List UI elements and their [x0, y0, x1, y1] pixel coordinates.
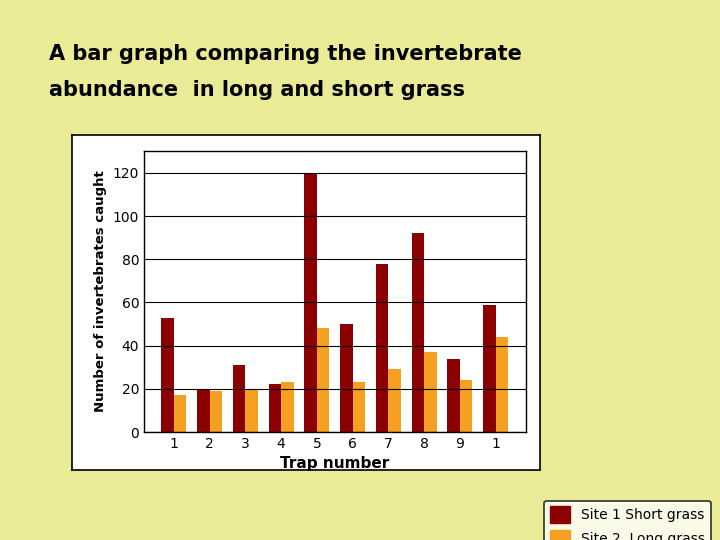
Legend: Site 1 Short grass, Site 2  Long grass: Site 1 Short grass, Site 2 Long grass — [544, 501, 711, 540]
Bar — [281, 382, 294, 432]
Bar — [353, 382, 365, 432]
Bar — [210, 391, 222, 432]
X-axis label: Trap number: Trap number — [280, 456, 390, 471]
Bar — [305, 173, 317, 432]
Bar — [233, 365, 246, 432]
Bar — [197, 389, 210, 432]
Bar — [424, 352, 437, 432]
Bar — [447, 359, 460, 432]
Bar — [412, 233, 424, 432]
Bar — [246, 389, 258, 432]
Text: A bar graph comparing the invertebrate: A bar graph comparing the invertebrate — [49, 44, 522, 64]
Bar — [317, 328, 330, 432]
Bar — [496, 337, 508, 432]
Bar — [483, 305, 496, 432]
Bar — [340, 324, 353, 432]
Y-axis label: Number of invertebrates caught: Number of invertebrates caught — [94, 171, 107, 413]
Bar — [460, 380, 472, 432]
Bar — [376, 264, 389, 432]
Bar — [161, 318, 174, 432]
Bar — [174, 395, 186, 432]
Bar — [389, 369, 401, 432]
Text: abundance  in long and short grass: abundance in long and short grass — [49, 80, 465, 100]
Bar — [269, 384, 281, 432]
